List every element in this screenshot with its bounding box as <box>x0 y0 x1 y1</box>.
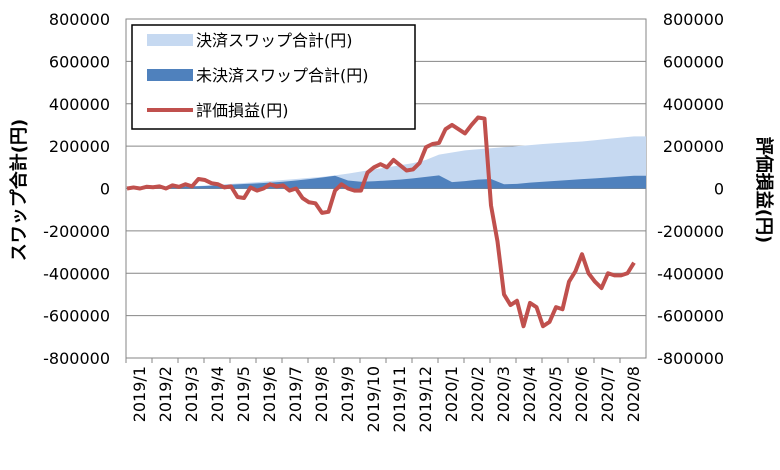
x-tick-label: 2019/6 <box>260 366 279 422</box>
left-tick-label: -600000 <box>43 307 110 326</box>
x-tick-label: 2019/11 <box>390 366 409 432</box>
right-axis-ticks: 800000 600000 400000 200000 0 -200000 -400000 -… <box>657 10 724 368</box>
right-tick-label: 200000 <box>663 137 724 156</box>
right-axis-label: 評価損益(円) <box>753 137 775 243</box>
x-tick-label: 2020/8 <box>624 366 643 422</box>
x-tick-label: 2019/1 <box>130 366 149 422</box>
x-tick-label: 2020/7 <box>598 366 617 422</box>
right-tick-label: 600000 <box>663 52 724 71</box>
left-tick-label: -200000 <box>43 222 110 241</box>
line-layer <box>126 115 636 329</box>
left-tick-label: 200000 <box>49 137 110 156</box>
x-tick-label: 2019/4 <box>208 366 227 422</box>
right-tick-label: -400000 <box>657 264 724 283</box>
left-tick-label: -800000 <box>43 349 110 368</box>
right-tick-label: -200000 <box>657 222 724 241</box>
x-tick-label: 2019/3 <box>182 366 201 422</box>
legend-label-settled: 決済スワップ合計(円) <box>196 31 353 50</box>
legend-label-unsettled: 未決済スワップ合計(円) <box>196 66 369 85</box>
x-tick-label: 2020/1 <box>442 366 461 422</box>
left-axis-ticks: 800000 600000 400000 200000 0 -200000 -400000 -… <box>43 10 110 368</box>
right-tick-label: -800000 <box>657 349 724 368</box>
right-tick-label: 800000 <box>663 10 724 29</box>
left-axis-label: スワップ合計(円) <box>8 119 30 261</box>
legend: 決済スワップ合計(円) 未決済スワップ合計(円) 評価損益(円) <box>131 24 416 130</box>
x-tick-label: 2020/2 <box>468 366 487 422</box>
legend-label-pnl: 評価損益(円) <box>196 101 289 120</box>
area-series-0 <box>127 136 646 189</box>
left-tick-label: -400000 <box>43 264 110 283</box>
x-tick-label: 2019/2 <box>156 366 175 422</box>
left-tick-label: 0 <box>100 180 110 199</box>
area-layer <box>127 136 646 189</box>
x-tick-label: 2020/5 <box>546 366 565 422</box>
x-tick-label: 2020/4 <box>520 366 539 422</box>
x-tick-label: 2019/7 <box>286 366 305 422</box>
x-tick-label: 2020/3 <box>494 366 513 422</box>
left-tick-label: 800000 <box>49 10 110 29</box>
legend-swatch-settled <box>147 34 193 46</box>
right-tick-label: 400000 <box>663 95 724 114</box>
right-tick-label: 0 <box>714 180 724 199</box>
line-series-2 <box>126 115 636 329</box>
x-tick-label: 2019/12 <box>416 366 435 432</box>
x-axis-ticks: 2019/1 2019/2 2019/3 2019/4 2019/5 2019/6 2019… <box>125 358 643 432</box>
x-tick-label: 2019/9 <box>338 366 357 422</box>
x-tick-label: 2019/5 <box>234 366 253 422</box>
left-tick-label: 400000 <box>49 95 110 114</box>
x-tick-label: 2020/6 <box>572 366 591 422</box>
left-tick-label: 600000 <box>49 52 110 71</box>
right-tick-label: -600000 <box>657 307 724 326</box>
legend-swatch-unsettled <box>147 69 193 81</box>
x-tick-label: 2019/10 <box>364 366 383 432</box>
x-tick-label: 2019/8 <box>312 366 331 422</box>
area-series-1 <box>127 175 646 189</box>
